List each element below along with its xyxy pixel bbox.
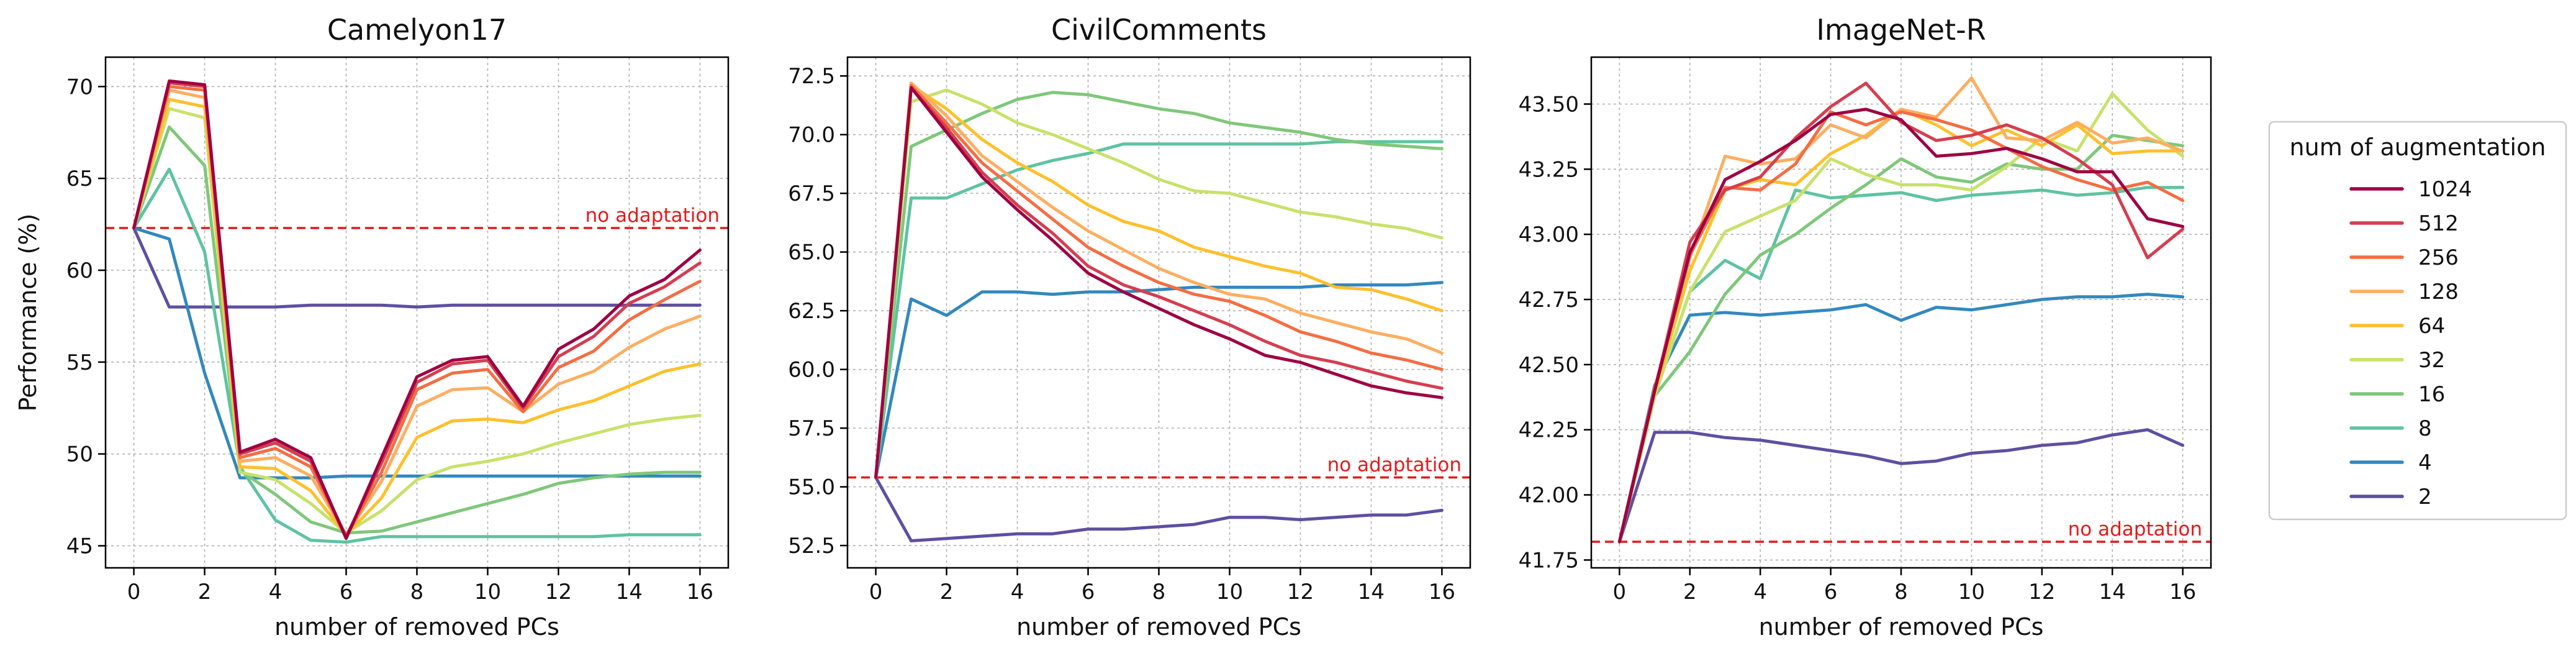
x-tick-label: 10 — [1216, 580, 1243, 604]
plot-frame — [104, 56, 730, 569]
x-tick-label: 0 — [1613, 580, 1627, 604]
y-tick-label: 70 — [66, 75, 93, 99]
y-tick-label: 43.25 — [1519, 157, 1579, 182]
x-tick-label: 10 — [1958, 580, 1985, 604]
x-tick-label: 16 — [2169, 580, 2196, 604]
series-line-2 — [132, 226, 702, 309]
series-line-2 — [1617, 428, 2185, 544]
y-tick-label: 65.0 — [788, 240, 835, 265]
series-line-32 — [1617, 92, 2185, 544]
y-tick-label: 60.0 — [788, 358, 835, 383]
y-tick-label: 72.5 — [788, 64, 835, 89]
legend-label-2: 2 — [2418, 485, 2432, 509]
x-tick-label: 16 — [1429, 580, 1455, 604]
y-tick-label: 43.00 — [1519, 222, 1579, 247]
x-tick-label: 14 — [616, 580, 643, 604]
y-tick-label: 43.50 — [1519, 92, 1579, 117]
panel-title: Camelyon17 — [327, 13, 507, 47]
y-tick-label: 65 — [66, 166, 93, 191]
x-tick-label: 14 — [2099, 580, 2126, 604]
x-axis-label: number of removed PCs — [1759, 613, 2044, 641]
no-adaptation-label: no adaptation — [1327, 454, 1462, 476]
series-line-8 — [132, 167, 702, 544]
series-line-128 — [1617, 76, 2185, 544]
legend-label-32: 32 — [2418, 348, 2445, 373]
y-tick-label: 45 — [66, 534, 93, 559]
x-tick-label: 12 — [2028, 580, 2055, 604]
legend: num of augmentation 1024 512 256 128 64 32 16 8 4… — [2268, 121, 2567, 521]
x-tick-label: 8 — [1894, 580, 1908, 604]
y-axis-label: Performance (%) — [14, 214, 42, 412]
legend-label-128: 128 — [2418, 280, 2459, 304]
x-tick-label: 12 — [545, 580, 572, 604]
panel-title: CivilComments — [1051, 13, 1267, 47]
legend-label-1024: 1024 — [2418, 177, 2472, 202]
series-line-8 — [1617, 186, 2185, 544]
y-tick-label: 60 — [66, 258, 93, 283]
y-tick-label: 55.0 — [788, 475, 835, 500]
y-tick-label: 55 — [66, 350, 93, 375]
x-tick-label: 6 — [1082, 580, 1095, 604]
legend-label-256: 256 — [2418, 245, 2459, 270]
series-line-4 — [874, 281, 1444, 479]
y-tick-label: 42.00 — [1519, 483, 1579, 508]
y-tick-label: 70.0 — [788, 123, 835, 148]
series-line-16 — [874, 91, 1444, 479]
x-tick-label: 2 — [198, 580, 212, 604]
series-line-2 — [874, 476, 1444, 542]
y-tick-label: 50 — [66, 442, 93, 467]
no-adaptation-label: no adaptation — [2068, 518, 2202, 541]
legend-label-8: 8 — [2418, 416, 2432, 441]
x-axis-label: number of removed PCs — [274, 613, 559, 641]
y-tick-label: 57.5 — [788, 416, 835, 441]
series-line-512 — [874, 86, 1444, 479]
y-tick-label: 41.75 — [1519, 548, 1579, 573]
y-tick-label: 52.5 — [788, 534, 835, 559]
x-tick-label: 4 — [269, 580, 282, 604]
legend-title: num of augmentation — [2290, 134, 2546, 161]
panel-title: ImageNet-R — [1816, 13, 1986, 47]
series-line-256 — [874, 83, 1444, 479]
x-tick-label: 0 — [127, 580, 141, 604]
series-line-1024 — [874, 86, 1444, 479]
series-line-128 — [874, 81, 1444, 479]
panel-3: no adaptation 0 2 4 6 8 10 12 14 16 41.75 42.00 42.2… — [1519, 13, 2212, 641]
x-tick-label: 2 — [940, 580, 954, 604]
x-tick-label: 0 — [869, 580, 883, 604]
series-line-1024 — [1617, 107, 2185, 544]
x-axis-label: number of removed PCs — [1016, 613, 1301, 641]
legend-label-16: 16 — [2418, 382, 2445, 407]
legend-box — [2268, 121, 2567, 521]
x-tick-label: 10 — [474, 580, 501, 604]
x-tick-label: 4 — [1753, 580, 1767, 604]
series-line-64 — [874, 83, 1444, 479]
legend-label-4: 4 — [2418, 450, 2432, 475]
x-tick-label: 2 — [1683, 580, 1697, 604]
x-tick-label: 4 — [1011, 580, 1024, 604]
x-tick-label: 6 — [1824, 580, 1838, 604]
y-tick-label: 42.50 — [1519, 353, 1579, 378]
y-tick-label: 42.25 — [1519, 418, 1579, 443]
y-tick-label: 67.5 — [788, 181, 835, 206]
series-line-128 — [132, 88, 702, 537]
no-adaptation-label: no adaptation — [585, 204, 720, 227]
x-tick-label: 14 — [1358, 580, 1385, 604]
x-tick-label: 12 — [1287, 580, 1314, 604]
legend-label-512: 512 — [2418, 211, 2459, 236]
legend-label-64: 64 — [2418, 314, 2445, 339]
y-tick-label: 42.75 — [1519, 288, 1579, 312]
series-line-16 — [1617, 134, 2185, 544]
x-tick-label: 16 — [687, 580, 713, 604]
x-tick-label: 8 — [1152, 580, 1166, 604]
panel-1: no adaptation 0 2 4 6 8 10 12 14 16 45 50 55 60 65 70 Ca… — [14, 13, 730, 641]
series-line-1024 — [132, 79, 702, 541]
series-line-32 — [874, 88, 1444, 479]
x-tick-label: 6 — [340, 580, 353, 604]
y-tick-label: 62.5 — [788, 299, 835, 324]
x-tick-label: 8 — [410, 580, 424, 604]
panel-2: no adaptation 0 2 4 6 8 10 12 14 16 52.5 55.0 57.5 60… — [788, 13, 1471, 641]
